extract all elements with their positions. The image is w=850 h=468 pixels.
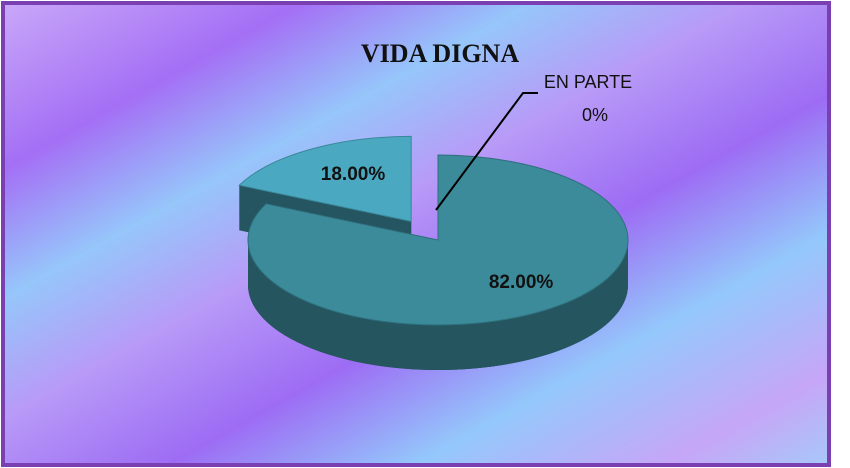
data-label: 82.00%: [489, 272, 554, 293]
chart-title: VIDA DIGNA: [361, 39, 519, 68]
data-label: 18.00%: [321, 164, 386, 185]
data-label: 0%: [582, 105, 608, 125]
category-label: EN PARTE: [544, 72, 632, 92]
pie-slice: [238, 135, 412, 223]
pie-slice: [247, 154, 629, 326]
leader-line: [435, 92, 538, 211]
chart-background: [1, 1, 831, 467]
pie-slice-side: [248, 240, 628, 370]
